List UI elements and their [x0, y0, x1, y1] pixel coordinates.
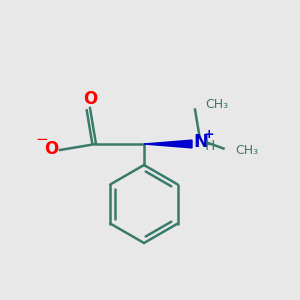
Text: +: +	[203, 128, 214, 141]
Text: H: H	[205, 140, 215, 153]
Text: N: N	[194, 133, 208, 151]
Text: CH₃: CH₃	[236, 143, 259, 157]
Polygon shape	[144, 140, 192, 148]
Text: CH₃: CH₃	[206, 98, 229, 112]
Text: O: O	[83, 90, 98, 108]
Text: −: −	[35, 132, 48, 147]
Text: O: O	[44, 140, 59, 158]
